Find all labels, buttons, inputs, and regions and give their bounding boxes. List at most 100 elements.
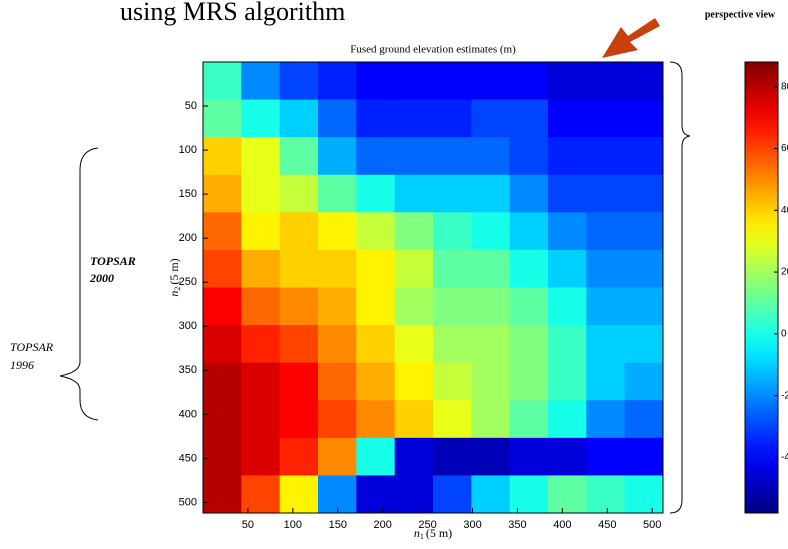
heat-cell: [471, 287, 511, 326]
heat-cell: [279, 362, 319, 401]
heat-cell: [624, 137, 664, 176]
heat-cell: [471, 212, 511, 251]
heat-cell: [394, 437, 434, 476]
heat-cell: [433, 287, 472, 326]
heat-cell: [509, 287, 549, 326]
heat-cell: [356, 62, 396, 101]
heat-cell: [356, 475, 396, 514]
x-tick-label: 150: [329, 519, 347, 531]
y-label-unit: (5 m): [167, 258, 181, 284]
heat-cell: [241, 400, 281, 439]
x-tick-label: 350: [508, 519, 526, 531]
y-tick-label: 150: [179, 188, 197, 200]
heat-cell: [471, 99, 511, 138]
topsar2000-line2: 2000: [89, 271, 114, 285]
heat-cell: [279, 475, 319, 514]
heat-cell: [279, 287, 319, 326]
heat-cell: [548, 249, 587, 288]
heat-cell: [203, 287, 242, 326]
heat-cell: [241, 287, 281, 326]
topsar2000-line1: TOPSAR: [90, 254, 136, 268]
heat-cell: [433, 174, 472, 213]
y-axis-label: n2 (5 m): [167, 258, 182, 296]
x-tick-label: 400: [553, 519, 571, 531]
heat-cell: [624, 287, 664, 326]
heat-cell: [279, 249, 319, 288]
y-tick-label: 450: [179, 452, 197, 464]
heat-cell: [356, 437, 396, 476]
colorbar-tick-label: 40: [781, 205, 788, 216]
heat-cell: [241, 174, 281, 213]
heat-cell: [548, 475, 587, 514]
heat-cell: [203, 325, 242, 364]
y-label-sub: 2: [173, 287, 182, 291]
brace-left: [59, 147, 99, 421]
heat-cell: [318, 287, 357, 326]
heat-cell: [356, 325, 396, 364]
x-label-unit: (5 m): [426, 526, 452, 540]
heat-cell: [624, 62, 664, 101]
heat-cell: [509, 362, 549, 401]
heat-cell: [433, 400, 472, 439]
y-tick-label: 300: [179, 320, 197, 332]
heat-cell: [356, 287, 396, 326]
heat-cell: [241, 325, 281, 364]
heat-cell: [548, 212, 587, 251]
heat-cell: [624, 437, 664, 476]
y-label-var: n: [167, 291, 181, 297]
heat-cell: [318, 99, 357, 138]
heat-cell: [509, 99, 549, 138]
x-label-sub: 1: [420, 532, 424, 541]
x-axis-label: n1 (5 m): [414, 526, 452, 541]
heat-cell: [318, 475, 357, 514]
colorbar: [744, 61, 779, 514]
heat-cell: [394, 249, 434, 288]
heat-cell: [433, 137, 472, 176]
heat-cell: [356, 99, 396, 138]
heat-cell: [586, 437, 626, 476]
heat-cell: [548, 99, 587, 138]
heat-cell: [433, 62, 472, 101]
heat-cell: [548, 325, 587, 364]
heat-cell: [318, 212, 357, 251]
heat-cell: [356, 212, 396, 251]
plot-area: [203, 62, 664, 514]
heat-cell: [586, 287, 626, 326]
heat-cell: [279, 325, 319, 364]
heat-cell: [433, 437, 472, 476]
heat-cell: [356, 174, 396, 213]
heat-cell: [318, 137, 357, 176]
colorbar-tick-label: 60: [781, 143, 788, 154]
heat-cell: [433, 212, 472, 251]
heat-cell: [394, 325, 434, 364]
heat-cell: [279, 400, 319, 439]
heat-cell: [624, 475, 664, 514]
heat-cell: [433, 249, 472, 288]
heat-cell: [433, 475, 472, 514]
heat-cell: [586, 400, 626, 439]
heat-cell: [548, 137, 587, 176]
heat-cell: [203, 475, 242, 514]
heat-cell: [624, 99, 664, 138]
heat-cell: [241, 62, 281, 101]
y-tick-label: 200: [179, 232, 197, 244]
heat-cell: [586, 212, 626, 251]
y-tick-label: 500: [179, 496, 197, 508]
y-tick-label: 400: [179, 408, 197, 420]
colorbar-tick-label: -40: [781, 452, 788, 463]
heat-cell: [203, 362, 242, 401]
heat-cell: [394, 287, 434, 326]
heat-cell: [203, 99, 242, 138]
heat-cell: [203, 212, 242, 251]
heat-cell: [433, 362, 472, 401]
heat-cell: [509, 174, 549, 213]
heat-cell: [471, 475, 511, 514]
heat-cell: [471, 325, 511, 364]
heat-cell: [279, 137, 319, 176]
heat-cell: [586, 325, 626, 364]
heat-cell: [356, 249, 396, 288]
colorbar-tick-label: 80: [781, 81, 788, 92]
heat-cell: [279, 99, 319, 138]
heat-cell: [624, 174, 664, 213]
heat-cell: [318, 362, 357, 401]
